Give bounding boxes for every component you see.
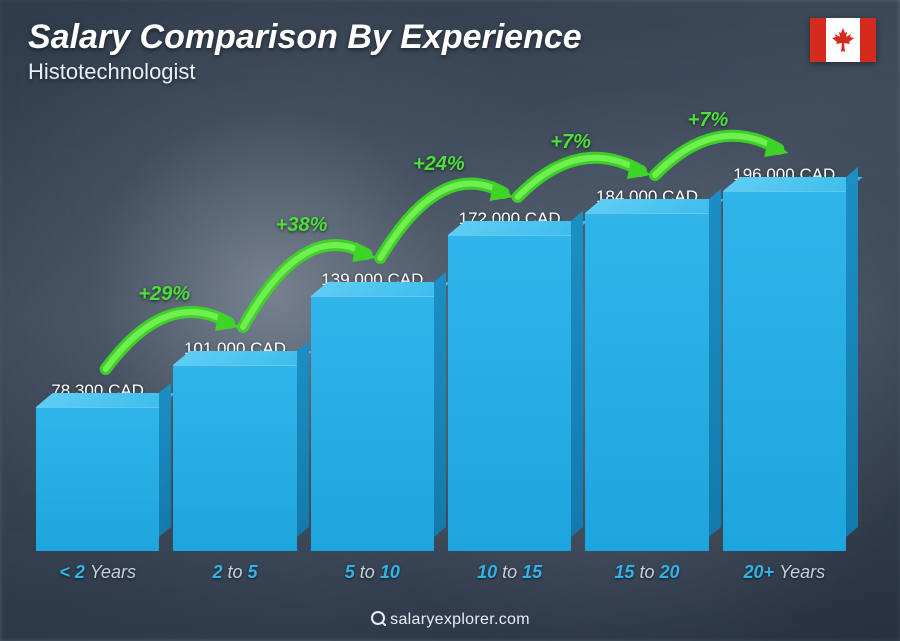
x-axis-label: 20+ Years [723, 562, 846, 583]
bar [36, 407, 159, 551]
bar-slot: 196,000 CAD [723, 165, 846, 551]
x-axis-label: 15 to 20 [585, 562, 708, 583]
chart-title: Salary Comparison By Experience [28, 18, 582, 57]
x-axis-label: < 2 Years [36, 562, 159, 583]
x-axis-label: 5 to 10 [311, 562, 434, 583]
pct-increase-label: +29% [138, 283, 190, 306]
bar-chart: 78,300 CAD101,000 CAD139,000 CAD172,000 … [36, 120, 846, 577]
bar [723, 191, 846, 551]
pct-increase-label: +7% [688, 109, 729, 132]
x-axis-label: 2 to 5 [173, 562, 296, 583]
pct-increase-label: +38% [276, 214, 328, 237]
bar [448, 235, 571, 551]
title-block: Salary Comparison By Experience Histotec… [28, 18, 582, 85]
bar [173, 365, 296, 551]
pct-increase-label: +24% [413, 153, 465, 176]
bar-slot: 184,000 CAD [585, 187, 708, 551]
bar-slot: 139,000 CAD [311, 270, 434, 551]
bar-slot: 78,300 CAD [36, 381, 159, 551]
chart-subtitle: Histotechnologist [28, 59, 582, 85]
bar [585, 213, 708, 551]
x-axis-label: 10 to 15 [448, 562, 571, 583]
footer-text: salaryexplorer.com [390, 611, 530, 628]
maple-leaf-icon [832, 28, 854, 52]
pct-increase-label: +7% [550, 131, 591, 154]
bar-slot: 172,000 CAD [448, 209, 571, 551]
footer-attribution: salaryexplorer.com [0, 610, 900, 629]
bar [311, 296, 434, 551]
logo-icon [370, 610, 386, 626]
country-flag-canada [810, 18, 876, 62]
bar-slot: 101,000 CAD [173, 339, 296, 551]
